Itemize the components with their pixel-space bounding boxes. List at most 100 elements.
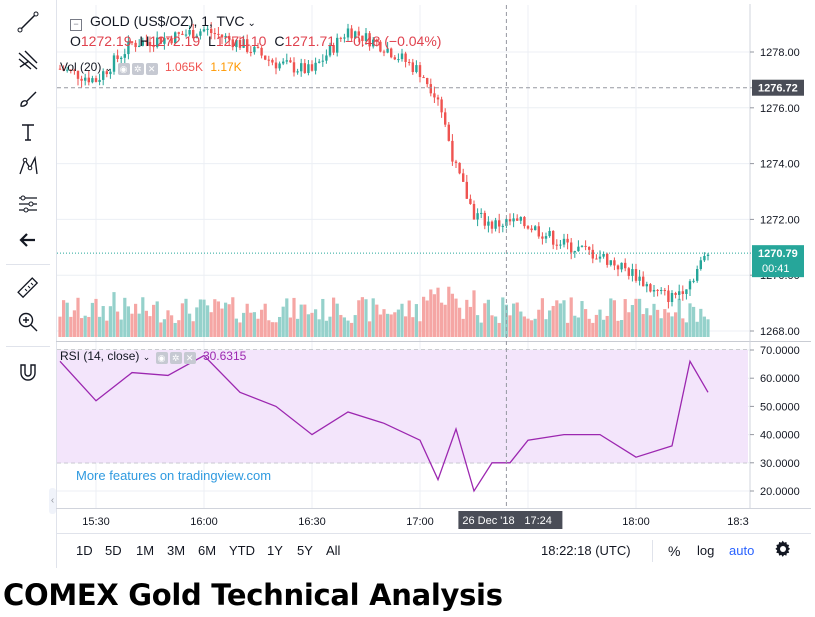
- candle-body: [670, 293, 674, 302]
- rsi-tick-label: 30.0000: [760, 458, 800, 470]
- volume-bar: [69, 316, 73, 337]
- auto-scale-button[interactable]: auto: [729, 543, 755, 558]
- volume-bar: [544, 319, 548, 337]
- candle-body: [393, 57, 396, 60]
- ohlc-h-label: H: [139, 33, 150, 49]
- volume-bar: [414, 304, 418, 337]
- volume-bar: [699, 308, 703, 337]
- volume-bar: [497, 322, 501, 337]
- tradingview-promo-link[interactable]: More features on tradingview.com: [76, 468, 272, 483]
- volume-bar: [605, 315, 609, 337]
- gear-icon[interactable]: ✲: [169, 352, 182, 364]
- range-1m-button[interactable]: 1M: [136, 543, 155, 558]
- volume-bar: [663, 309, 667, 337]
- volume-label[interactable]: Vol (20): [60, 60, 102, 74]
- collapse-legend-icon[interactable]: −: [70, 19, 82, 31]
- volume-bar: [137, 313, 141, 337]
- percent-scale-button[interactable]: %: [668, 543, 681, 559]
- candle-body: [609, 260, 612, 265]
- range-3m-button[interactable]: 3M: [167, 543, 186, 558]
- utc-clock[interactable]: 18:22:18 (UTC): [541, 543, 631, 558]
- rsi-value: 30.6315: [202, 349, 247, 363]
- symbol-name[interactable]: GOLD (US$/OZ), 1, TVC: [90, 13, 245, 29]
- trendline-icon[interactable]: [13, 8, 43, 36]
- volume-bar: [490, 315, 494, 337]
- range-5d-button[interactable]: 5D: [105, 543, 122, 558]
- range-1d-button[interactable]: 1D: [76, 543, 93, 558]
- volume-bar: [461, 318, 465, 337]
- brush-icon[interactable]: [13, 84, 43, 112]
- range-ytd-button[interactable]: YTD: [229, 543, 255, 558]
- candle-body: [102, 71, 105, 80]
- gear-icon[interactable]: [774, 540, 792, 558]
- gear-icon[interactable]: ✲: [131, 63, 144, 75]
- volume-bar: [555, 300, 559, 337]
- time-tick-label: 16:00: [190, 516, 218, 528]
- range-5y-button[interactable]: 5Y: [297, 543, 313, 558]
- chevron-down-icon[interactable]: ⌄: [104, 63, 113, 73]
- range-all-button[interactable]: All: [326, 543, 341, 558]
- candle-body: [192, 30, 195, 39]
- close-icon[interactable]: ✕: [183, 352, 196, 364]
- candle-body: [253, 46, 256, 53]
- text-icon[interactable]: [13, 118, 43, 146]
- ruler-icon[interactable]: [13, 274, 43, 302]
- volume-bar: [58, 316, 62, 337]
- candle-body: [84, 77, 87, 81]
- candle-body: [321, 60, 324, 62]
- volume-bar: [267, 320, 271, 337]
- pitchfork-icon[interactable]: [13, 46, 43, 74]
- volume-bar: [90, 302, 94, 337]
- close-icon[interactable]: ✕: [145, 63, 158, 75]
- volume-bar: [87, 316, 91, 337]
- candle-body: [339, 37, 342, 39]
- volume-bar: [353, 315, 357, 337]
- range-1y-button[interactable]: 1Y: [267, 543, 283, 558]
- volume-bar: [378, 314, 382, 337]
- eye-icon[interactable]: ◉: [155, 352, 168, 364]
- log-scale-button[interactable]: log: [697, 543, 715, 558]
- range-6m-button[interactable]: 6M: [198, 543, 217, 558]
- candle-body: [634, 269, 638, 281]
- chart-canvas[interactable]: 1278.001276.001274.001272.001270.001268.…: [0, 0, 815, 533]
- volume-bar: [346, 320, 350, 337]
- candle-body: [130, 41, 134, 43]
- toolbar-collapse-handle[interactable]: ‹: [49, 488, 56, 514]
- volume-bar: [609, 298, 613, 337]
- candle-body: [660, 290, 663, 292]
- volume-bar: [454, 298, 458, 337]
- price-change: −0.48 (−0.04%): [344, 33, 442, 49]
- candle-body: [112, 55, 116, 72]
- volume-bar: [256, 318, 260, 337]
- rsi-label[interactable]: RSI (14, close): [60, 349, 140, 363]
- candle-body: [174, 32, 177, 44]
- candle-body: [440, 99, 443, 113]
- candle-body: [552, 230, 555, 245]
- candle-body: [357, 31, 360, 36]
- chevron-down-icon[interactable]: ⌄: [142, 352, 151, 362]
- price-tick-label: 1272.00: [760, 214, 800, 226]
- volume-legend: Vol (20) ⌄ ◉ ✲ ✕ 1.065K 1.17K: [60, 60, 242, 75]
- chevron-down-icon[interactable]: ⌄: [247, 18, 256, 29]
- candle-body: [451, 140, 454, 162]
- volume-bar: [602, 319, 606, 337]
- candle-body: [426, 77, 429, 85]
- pattern-icon[interactable]: [13, 152, 43, 180]
- volume-bar: [472, 290, 476, 337]
- back-arrow-icon[interactable]: [13, 226, 43, 254]
- volume-bar: [458, 307, 462, 337]
- magnet-icon[interactable]: [13, 358, 43, 386]
- candle-body: [364, 33, 368, 42]
- rsi-tick-label: 20.0000: [760, 486, 800, 498]
- candle-body: [109, 71, 112, 75]
- candle-body: [577, 246, 580, 252]
- volume-bar: [533, 318, 537, 337]
- zoom-in-icon[interactable]: [13, 308, 43, 336]
- candle-body: [289, 60, 292, 63]
- candle-body: [148, 42, 152, 47]
- volume-bar: [76, 297, 80, 337]
- eye-icon[interactable]: ◉: [117, 63, 130, 75]
- candle-body: [94, 78, 98, 82]
- fib-icon[interactable]: [13, 190, 43, 218]
- candle-body: [120, 57, 123, 59]
